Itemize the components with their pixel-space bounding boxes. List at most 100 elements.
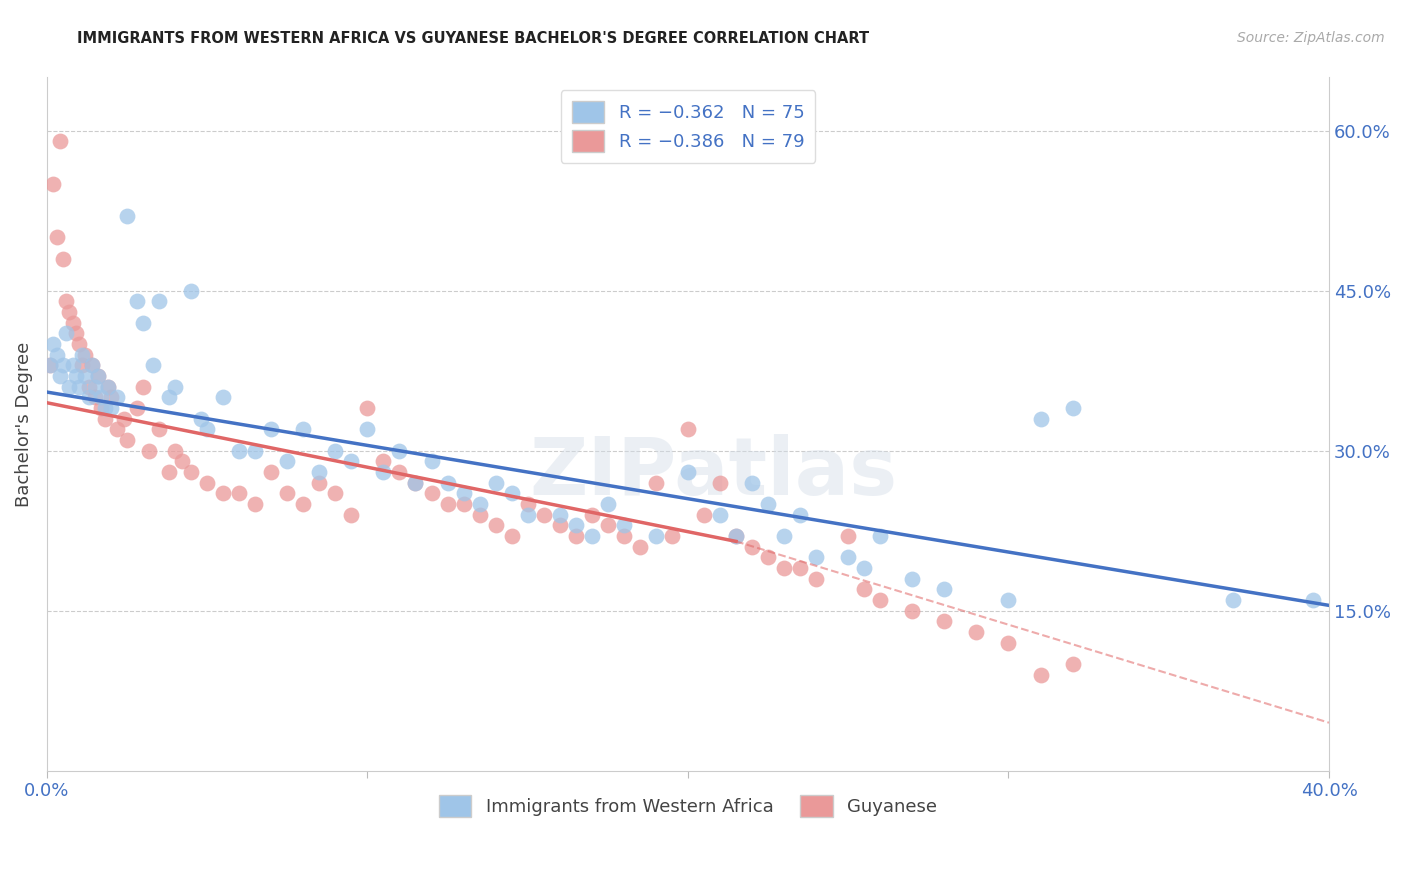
Point bbox=[228, 443, 250, 458]
Point bbox=[581, 508, 603, 522]
Point bbox=[533, 508, 555, 522]
Point bbox=[356, 401, 378, 415]
Point bbox=[901, 604, 924, 618]
Point bbox=[693, 508, 716, 522]
Point bbox=[548, 518, 571, 533]
Point bbox=[115, 209, 138, 223]
Point bbox=[276, 454, 298, 468]
Point bbox=[132, 380, 155, 394]
Point bbox=[97, 380, 120, 394]
Point bbox=[741, 475, 763, 490]
Point bbox=[100, 401, 122, 415]
Point bbox=[1029, 667, 1052, 681]
Point bbox=[93, 411, 115, 425]
Point bbox=[661, 529, 683, 543]
Point bbox=[84, 391, 107, 405]
Point bbox=[90, 401, 112, 415]
Point bbox=[180, 284, 202, 298]
Point bbox=[93, 401, 115, 415]
Point bbox=[292, 497, 315, 511]
Point bbox=[107, 422, 129, 436]
Point bbox=[804, 550, 827, 565]
Text: IMMIGRANTS FROM WESTERN AFRICA VS GUYANESE BACHELOR'S DEGREE CORRELATION CHART: IMMIGRANTS FROM WESTERN AFRICA VS GUYANE… bbox=[77, 31, 869, 46]
Point bbox=[468, 508, 491, 522]
Point bbox=[180, 465, 202, 479]
Point bbox=[276, 486, 298, 500]
Point bbox=[65, 369, 87, 384]
Point bbox=[420, 486, 443, 500]
Point bbox=[501, 486, 523, 500]
Point bbox=[65, 326, 87, 341]
Point bbox=[581, 529, 603, 543]
Point bbox=[804, 572, 827, 586]
Point bbox=[837, 550, 859, 565]
Point bbox=[565, 518, 588, 533]
Point bbox=[260, 422, 283, 436]
Point bbox=[100, 391, 122, 405]
Point bbox=[934, 615, 956, 629]
Point bbox=[75, 369, 97, 384]
Point bbox=[340, 508, 363, 522]
Point bbox=[405, 475, 427, 490]
Point bbox=[453, 486, 475, 500]
Point bbox=[468, 497, 491, 511]
Text: ZIPatlas: ZIPatlas bbox=[530, 434, 897, 512]
Point bbox=[724, 529, 747, 543]
Point bbox=[80, 359, 103, 373]
Point bbox=[773, 529, 796, 543]
Point bbox=[516, 508, 538, 522]
Point bbox=[596, 497, 619, 511]
Point bbox=[62, 359, 84, 373]
Point bbox=[48, 135, 70, 149]
Point bbox=[245, 497, 267, 511]
Legend: Immigrants from Western Africa, Guyanese: Immigrants from Western Africa, Guyanese bbox=[432, 788, 945, 824]
Point bbox=[195, 475, 218, 490]
Point bbox=[308, 475, 330, 490]
Point bbox=[58, 380, 80, 394]
Point bbox=[453, 497, 475, 511]
Point bbox=[644, 475, 666, 490]
Point bbox=[388, 465, 411, 479]
Point bbox=[195, 422, 218, 436]
Point bbox=[485, 518, 508, 533]
Point bbox=[756, 497, 779, 511]
Point bbox=[565, 529, 588, 543]
Point bbox=[853, 561, 876, 575]
Point bbox=[170, 454, 193, 468]
Point bbox=[548, 508, 571, 522]
Point bbox=[325, 443, 347, 458]
Text: Source: ZipAtlas.com: Source: ZipAtlas.com bbox=[1237, 31, 1385, 45]
Point bbox=[516, 497, 538, 511]
Point bbox=[125, 294, 148, 309]
Point bbox=[997, 636, 1019, 650]
Point bbox=[125, 401, 148, 415]
Point bbox=[934, 582, 956, 597]
Point bbox=[45, 348, 67, 362]
Point bbox=[39, 359, 62, 373]
Point bbox=[84, 380, 107, 394]
Point bbox=[644, 529, 666, 543]
Point bbox=[436, 497, 458, 511]
Point bbox=[325, 486, 347, 500]
Point bbox=[501, 529, 523, 543]
Point bbox=[789, 561, 811, 575]
Point bbox=[107, 391, 129, 405]
Point bbox=[709, 508, 731, 522]
Point bbox=[901, 572, 924, 586]
Point bbox=[756, 550, 779, 565]
Point bbox=[613, 518, 636, 533]
Point bbox=[75, 348, 97, 362]
Point bbox=[773, 561, 796, 575]
Point bbox=[52, 359, 75, 373]
Point bbox=[676, 465, 699, 479]
Point bbox=[388, 443, 411, 458]
Point bbox=[628, 540, 651, 554]
Point bbox=[340, 454, 363, 468]
Point bbox=[55, 294, 77, 309]
Point bbox=[789, 508, 811, 522]
Point bbox=[138, 443, 160, 458]
Point bbox=[373, 454, 395, 468]
Point bbox=[58, 305, 80, 319]
Point bbox=[724, 529, 747, 543]
Point bbox=[115, 433, 138, 447]
